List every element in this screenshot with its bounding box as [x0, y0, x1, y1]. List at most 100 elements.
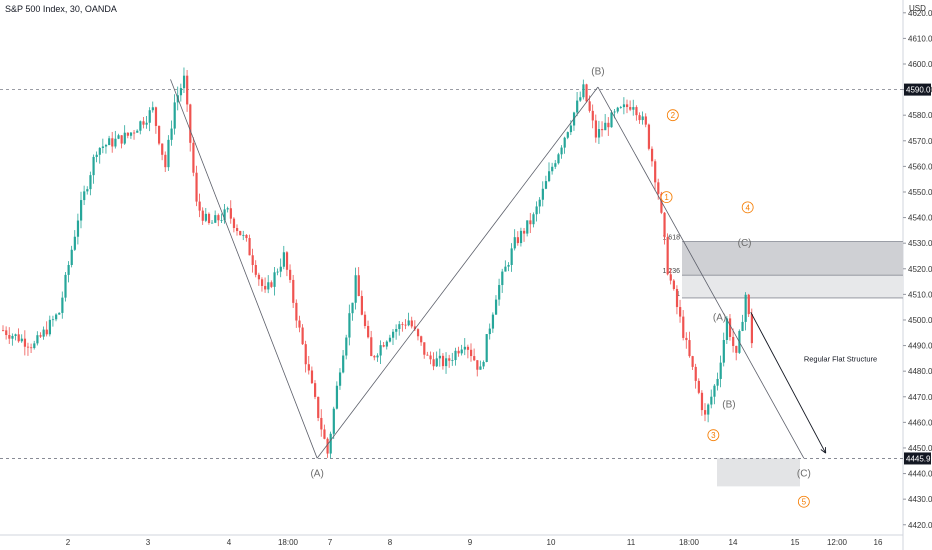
candle-body [622, 104, 626, 108]
candle-body [538, 199, 541, 207]
candle-body [363, 314, 367, 326]
price-tick-label: 4490.0 [908, 342, 932, 351]
candle-body [728, 318, 732, 337]
circled-wave-number: 3 [711, 431, 716, 440]
candle-body [557, 154, 560, 164]
candle-body [332, 408, 335, 434]
candle-body [279, 266, 282, 272]
price-tick-label: 4540.0 [908, 214, 932, 223]
candle-body [532, 214, 535, 225]
time-tick-label: 3 [146, 538, 151, 547]
price-badge [904, 452, 931, 465]
candle-body [657, 182, 660, 194]
price-tick-label: 4430.0 [908, 495, 932, 504]
candle-body [8, 335, 11, 339]
candle-body [30, 347, 33, 349]
candle-body [700, 392, 704, 411]
candle-body [585, 84, 588, 102]
candle-body [398, 324, 401, 330]
candle-body [526, 220, 529, 234]
wave-line[interactable] [597, 86, 805, 459]
candle-body [479, 366, 482, 370]
fib-level-label: 1.236 [662, 268, 680, 275]
price-tick-label: 4510.0 [908, 290, 932, 299]
target-zone-box[interactable] [717, 458, 800, 487]
wave-label: (A) [713, 312, 726, 323]
time-tick-label: 10 [547, 538, 556, 547]
candle-body [86, 189, 89, 192]
candle-body [285, 252, 289, 270]
candle-body [51, 319, 55, 321]
candle-body [507, 264, 510, 267]
projection-arrow[interactable] [750, 312, 827, 454]
candle-body [629, 107, 632, 110]
price-axis[interactable]: 4620.0 4610.0 4600.0 4590.0 4580.0 4570.0 4560… [903, 9, 932, 530]
candle-body [304, 344, 307, 365]
candle-body [201, 210, 204, 221]
candle-body [420, 336, 423, 343]
candle-body [666, 237, 669, 275]
time-tick-label: 4 [227, 538, 232, 547]
candle-body [719, 362, 722, 379]
candle-body [83, 191, 86, 201]
target-zone[interactable] [717, 458, 800, 487]
candle-body [641, 116, 644, 121]
candle-body [370, 337, 373, 357]
price-tick-label: 4500.0 [908, 316, 932, 325]
candle-body [438, 355, 441, 359]
time-axis[interactable]: 2 3 4 18:00 7 8 9 10 11 18:00 14 15 12:00 16 [66, 538, 883, 547]
time-tick-label: 8 [388, 538, 393, 547]
candle-body [182, 75, 186, 89]
candle-body [441, 355, 445, 367]
candle-body [108, 138, 111, 146]
candle-body [367, 325, 370, 338]
elliott-wave-lines[interactable] [170, 79, 827, 459]
currency-label: USD [909, 4, 926, 13]
wave-line[interactable] [170, 79, 318, 459]
horizontal-levels[interactable] [0, 89, 903, 459]
candle-body [626, 104, 629, 108]
candle-body [111, 138, 114, 147]
candle-body [189, 104, 192, 143]
candle-body [638, 115, 641, 121]
candle-body [270, 282, 273, 287]
candle-body [679, 307, 682, 317]
candle-body [104, 145, 108, 147]
candle-body [407, 320, 410, 326]
candle-body [236, 228, 239, 232]
candle-body [95, 154, 98, 157]
candle-body [129, 132, 133, 136]
candle-body [167, 139, 170, 168]
candle-body [126, 132, 129, 136]
candle-body [298, 320, 301, 328]
time-tick-label: 15 [791, 538, 800, 547]
candle-body [582, 84, 585, 98]
candle-body [254, 265, 257, 275]
candle-body [379, 345, 382, 356]
wave-line[interactable] [316, 86, 599, 459]
candle-body [647, 124, 651, 149]
candle-body [195, 172, 198, 202]
wave-labels: (A) (B) (A) (B) (C) (C) 2 1 4 3 5 Regular Flat Stru… [310, 67, 877, 508]
candle-body [273, 272, 276, 287]
candle-body [591, 110, 594, 121]
candle-body [164, 154, 167, 168]
candle-body [451, 360, 454, 361]
chart-title: S&P 500 Index, 30, OANDA [5, 4, 117, 14]
candle-body [619, 107, 622, 108]
candle-body [232, 218, 236, 229]
candle-body [601, 129, 604, 131]
candle-body [154, 107, 158, 126]
candle-body [750, 314, 753, 344]
candle-body [192, 142, 195, 173]
candle-body [435, 358, 438, 367]
candle-body [101, 146, 105, 148]
candle-body [382, 345, 385, 347]
candle-body [220, 220, 223, 221]
candle-body [594, 120, 597, 138]
candle-body [92, 156, 95, 176]
candle-body [672, 280, 675, 289]
time-tick-label: 9 [468, 538, 473, 547]
